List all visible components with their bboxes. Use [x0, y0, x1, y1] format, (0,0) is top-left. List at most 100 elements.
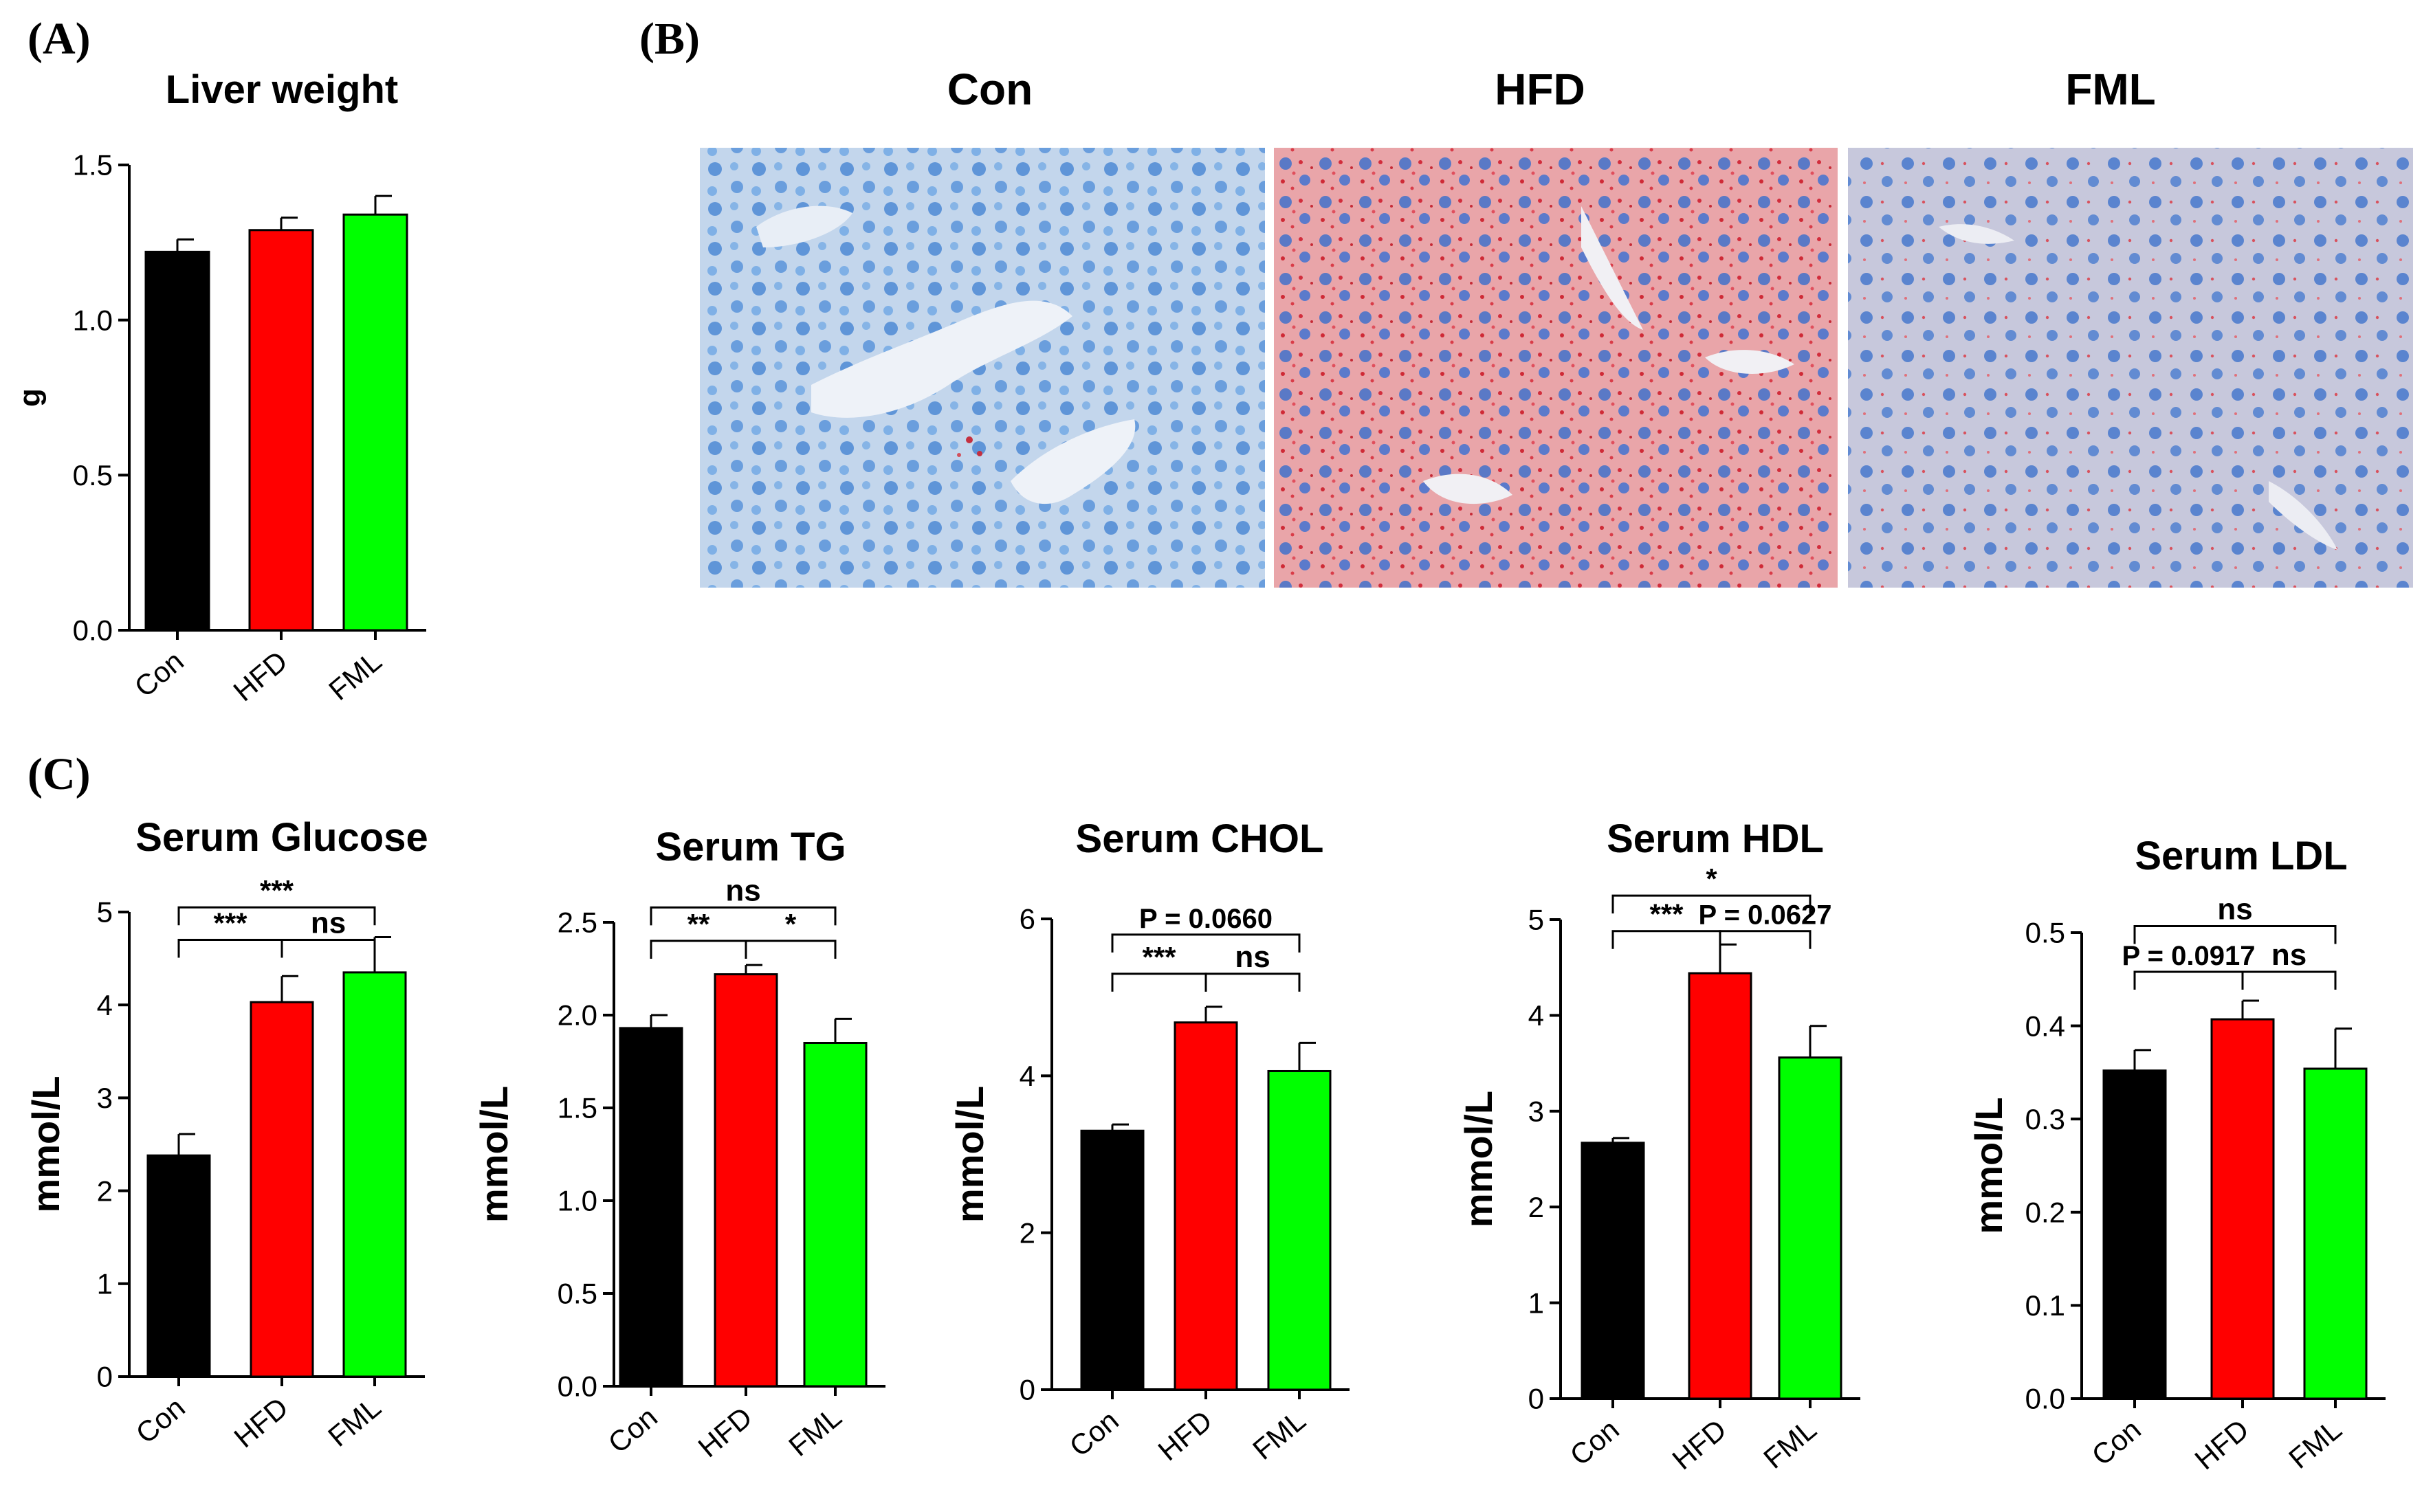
y-tick-label: 0: [1528, 1383, 1544, 1415]
x-tick-label: HFD: [227, 645, 293, 707]
histology-image-hfd: [1274, 148, 1838, 588]
serum-hdl-chart: Serum HDL 0 1 2 3 4 5 mmol/L Con HFD FML *** P = 0.0…: [1457, 816, 1860, 1476]
y-tick-label: 2.5: [558, 907, 597, 939]
x-tick-label: Con: [1564, 1413, 1625, 1472]
y-tick-label: 2.0: [558, 999, 597, 1032]
significance-label: ***: [1142, 941, 1176, 973]
chart-title: Liver weight: [166, 67, 398, 112]
chart-title: Serum Glucose: [135, 815, 428, 860]
significance-label: **: [687, 908, 710, 940]
y-tick-label: 1: [97, 1268, 113, 1300]
y-axis-label: mmol/L: [1967, 1097, 2010, 1234]
y-axis-label: mmol/L: [24, 1076, 67, 1212]
x-tick-label: Con: [129, 645, 190, 704]
bar-fml: [1778, 1056, 1842, 1400]
bar-hfd: [2210, 1018, 2275, 1400]
y-tick-label: 0.1: [2025, 1289, 2065, 1322]
y-tick-label: 0.5: [558, 1278, 597, 1310]
histology-panel: Con HFD FML: [700, 65, 2413, 588]
y-tick-label: 1.0: [73, 304, 113, 336]
significance-label: *: [785, 908, 797, 940]
x-tick-label: Con: [1064, 1404, 1125, 1463]
y-axis-label: g: [13, 388, 47, 407]
x-tick-label: FML: [782, 1401, 848, 1463]
significance-bracket: [1111, 972, 1207, 992]
significance-label: P = 0.0660: [1139, 904, 1273, 934]
significance-label: ns: [725, 874, 760, 907]
bar-fml: [1267, 1069, 1332, 1391]
x-tick-label: HFD: [228, 1391, 294, 1454]
significance-label: P = 0.0627: [1699, 900, 1832, 931]
significance-bracket: [650, 940, 747, 959]
histology-title-hfd: HFD: [1495, 65, 1585, 114]
chart-title: Serum HDL: [1607, 816, 1824, 861]
y-tick-label: 1.0: [558, 1185, 597, 1217]
bar-hfd: [250, 1001, 314, 1378]
bar-fml: [342, 971, 407, 1378]
significance-bracket: [1611, 894, 1812, 914]
y-tick-label: 0.4: [2025, 1010, 2065, 1042]
significance-bracket: [2241, 970, 2337, 990]
significance-bracket: [1719, 930, 1812, 949]
x-tick-label: FML: [1246, 1404, 1312, 1466]
serum-ldl-chart: Serum LDL 0.0 0.1 0.2 0.3 0.4 0.5 mmol/L Con HFD F…: [1967, 834, 2386, 1476]
y-tick-label: 3: [97, 1082, 113, 1114]
y-tick-label: 0.0: [2025, 1383, 2065, 1415]
serum-chol-chart: Serum CHOL 0 2 4 6 mmol/L Con HFD FML *** ns P = 0.…: [948, 816, 1350, 1467]
significance-label: P = 0.0917: [2122, 941, 2256, 971]
significance-label: ***: [260, 874, 294, 907]
y-axis-label: mmol/L: [472, 1086, 516, 1223]
x-tick-label: Con: [602, 1401, 663, 1460]
bar-con: [1581, 1142, 1645, 1400]
y-tick-label: 2: [97, 1175, 113, 1207]
significance-label: ns: [1235, 940, 1270, 974]
y-axis-label: mmol/L: [948, 1086, 991, 1223]
x-tick-label: FML: [1757, 1413, 1823, 1475]
y-tick-label: 0.0: [558, 1370, 597, 1403]
significance-label: ns: [2217, 893, 2252, 926]
x-tick-label: FML: [322, 645, 388, 707]
x-tick-label: Con: [2086, 1413, 2147, 1472]
y-tick-label: 5: [97, 896, 113, 929]
significance-bracket: [1111, 933, 1301, 953]
y-tick-label: 3: [1528, 1096, 1544, 1128]
y-tick-label: 0.5: [2025, 917, 2065, 949]
y-tick-label: 4: [1528, 999, 1544, 1032]
y-tick-label: 0.3: [2025, 1103, 2065, 1135]
bar-con: [146, 1154, 211, 1378]
significance-bracket: [745, 940, 837, 959]
y-tick-label: 1.5: [558, 1092, 597, 1124]
significance-bracket: [650, 906, 837, 926]
bar-con: [619, 1027, 683, 1388]
significance-bracket: [1611, 930, 1721, 949]
x-tick-label: Con: [130, 1391, 191, 1450]
chart-title: Serum LDL: [2135, 834, 2347, 878]
chart-title: Serum TG: [655, 825, 846, 869]
histology-title-fml: FML: [2065, 65, 2156, 114]
y-tick-label: 2: [1020, 1216, 1035, 1249]
bar-fml: [2303, 1067, 2368, 1400]
x-tick-label: FML: [2282, 1413, 2348, 1475]
bar-hfd: [714, 973, 778, 1388]
bar-fml: [342, 213, 408, 632]
panel-label-a: (A): [27, 14, 91, 64]
significance-bracket: [2133, 925, 2337, 944]
y-tick-label: 0.0: [73, 614, 113, 647]
y-tick-label: 1.5: [73, 149, 113, 181]
significance-label: ns: [2271, 938, 2307, 972]
significance-label: *: [1706, 863, 1717, 895]
significance-bracket: [280, 939, 376, 958]
serum-tg-chart: Serum TG 0.0 0.5 1.0 1.5 2.0 2.5 mmol/L Con HFD FM…: [472, 825, 885, 1463]
bar-con: [2102, 1069, 2167, 1400]
x-tick-label: HFD: [692, 1401, 758, 1463]
bar-fml: [803, 1042, 868, 1388]
bar-con: [1080, 1129, 1145, 1391]
y-tick-label: 2: [1528, 1191, 1544, 1223]
significance-bracket: [177, 939, 283, 958]
serum-glucose-chart: Serum Glucose 0 1 2 3 4 5 mmol/L Con HFD FML *** ns *…: [24, 815, 428, 1454]
x-tick-label: HFD: [1152, 1404, 1218, 1467]
bar-con: [144, 250, 210, 632]
x-tick-label: HFD: [2188, 1413, 2254, 1476]
histology-image-fml: [1848, 148, 2413, 588]
